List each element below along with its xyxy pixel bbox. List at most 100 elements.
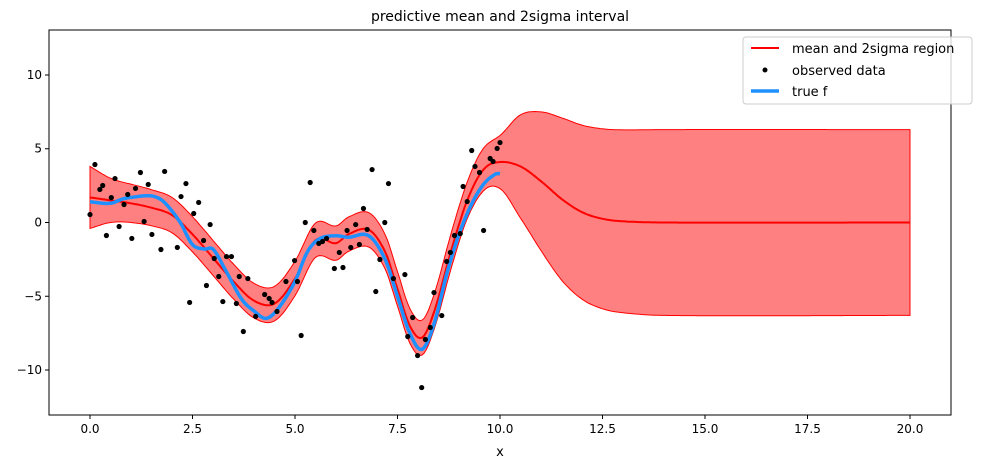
observed-point [439,312,445,319]
x-tick-label: 2.5 [183,422,202,436]
y-tick-label: 5 [34,142,42,156]
observed-point [364,226,370,233]
observed-point [369,166,375,173]
observed-point [112,175,118,182]
observed-point [274,308,280,315]
observed-point [414,352,421,359]
observed-point [236,273,242,280]
x-tick-label: 12.5 [589,422,616,436]
x-axis-label: x [496,445,504,460]
x-tick-label: 15.0 [692,422,719,436]
observed-point [129,235,135,242]
observed-point [410,314,416,321]
observed-point [183,180,189,187]
observed-point [431,289,437,296]
observed-point [373,288,379,295]
observed-point [331,265,337,272]
observed-point [405,333,411,340]
observed-point [211,255,217,262]
observed-point [481,227,487,234]
observed-point [158,246,164,253]
observed-point [402,271,408,278]
observed-point [382,219,388,226]
observed-point [191,210,197,217]
observed-point [323,235,330,242]
observed-point [269,299,275,306]
observed-point [390,275,396,282]
observed-point [460,183,466,190]
observed-point [472,163,478,170]
observed-point [447,249,453,256]
observed-point [132,185,139,192]
observed-point [203,282,210,289]
x-tick-label: 17.5 [794,422,821,436]
observed-point [162,168,168,175]
observed-point [377,256,383,263]
observed-point [245,275,251,282]
observed-point [240,328,246,335]
observed-point [385,180,392,187]
observed-point [422,336,428,343]
legend-box [742,36,973,105]
observed-point [319,238,326,245]
observed-point [178,193,184,200]
legend-mean-label: mean and 2sigma region [792,42,954,57]
observed-point [344,227,350,234]
observed-point [207,221,213,228]
observed-point [116,223,122,230]
observed-point [419,384,425,391]
observed-point [92,161,98,168]
two-sigma-band [89,110,911,357]
observed-point [294,278,301,285]
observed-point [266,295,272,302]
observed-point [336,249,342,256]
observed-point [149,231,155,238]
observed-point [121,201,127,208]
observed-point [302,219,308,226]
observed-point [228,253,235,260]
observed-point [223,253,230,260]
observed-point [108,194,114,201]
observed-point [360,205,367,212]
observed-point [340,264,346,271]
observed-point [87,211,93,218]
observed-point [200,237,207,244]
observed-point [100,182,106,189]
observed-point [427,324,433,331]
observed-point [307,179,313,186]
observed-point [141,218,147,225]
observed-point [220,298,226,305]
observed-point [311,227,317,234]
observed-point [444,258,450,265]
observed-point [353,221,359,228]
legend: mean and 2sigma region observed data tru… [742,36,973,105]
y-tick-label: −10 [17,363,42,377]
observed-point [262,291,268,298]
x-tick-label: 5.0 [285,422,304,436]
x-tick-label: 20.0 [897,422,924,436]
x-tick-label: 0.0 [80,422,99,436]
observed-point [103,232,109,239]
observed-point [233,300,239,307]
observed-point [253,313,259,320]
observed-point [451,232,458,239]
legend-observed-swatch [762,67,768,73]
chart-title: predictive mean and 2sigma interval [371,9,629,25]
observed-point [97,186,103,193]
observed-point [497,139,503,146]
observed-point [145,181,151,188]
observed-point [348,244,354,251]
observed-point [196,199,202,206]
observed-point [291,257,298,264]
observed-point [494,145,500,152]
observed-point [487,155,493,162]
y-tick-label: 0 [34,216,42,230]
observed-point [464,198,470,205]
observed-point [174,244,180,251]
observed-point [283,278,289,285]
observed-point [298,332,304,339]
observed-point [457,230,463,237]
legend-true-label: true f [792,85,828,100]
